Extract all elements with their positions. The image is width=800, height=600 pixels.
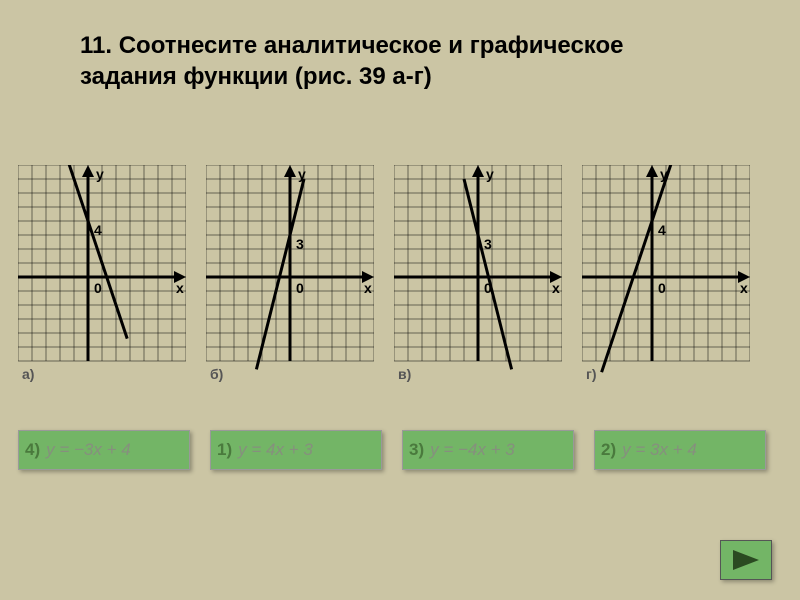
svg-text:y: y xyxy=(486,166,494,182)
answer-box[interactable]: 4) y = −3x + 4 xyxy=(18,430,190,470)
answer-formula: y = −3x + 4 xyxy=(46,440,131,460)
svg-text:б): б) xyxy=(210,366,223,382)
charts-row: y x 0 4 а) y x 0 3 б) y x 0 3 в) y x 0 4 г) xyxy=(18,165,750,383)
answer-number: 1) xyxy=(217,440,232,460)
answer-number: 2) xyxy=(601,440,616,460)
svg-text:3: 3 xyxy=(296,236,304,252)
answer-number: 4) xyxy=(25,440,40,460)
task-title: 11. Соотнесите аналитическое и графическ… xyxy=(80,30,720,92)
answer-box[interactable]: 3) y = −4x + 3 xyxy=(402,430,574,470)
next-button[interactable] xyxy=(720,540,772,580)
answer-box[interactable]: 2) y = 3x + 4 xyxy=(594,430,766,470)
svg-text:x: x xyxy=(552,280,560,296)
arrow-right-icon xyxy=(731,548,761,572)
svg-text:x: x xyxy=(364,280,372,296)
svg-text:0: 0 xyxy=(484,280,492,296)
answer-formula: y = 3x + 4 xyxy=(622,440,697,460)
answer-number: 3) xyxy=(409,440,424,460)
svg-text:y: y xyxy=(660,166,668,182)
svg-text:x: x xyxy=(740,280,748,296)
answer-box[interactable]: 1) y = 4x + 3 xyxy=(210,430,382,470)
chart-g: y x 0 4 г) xyxy=(582,165,750,383)
chart-a: y x 0 4 а) xyxy=(18,165,186,383)
svg-text:4: 4 xyxy=(658,222,666,238)
svg-text:0: 0 xyxy=(94,280,102,296)
svg-text:0: 0 xyxy=(296,280,304,296)
svg-text:г): г) xyxy=(586,366,597,382)
slide: 11. Соотнесите аналитическое и графическ… xyxy=(0,0,800,600)
svg-text:3: 3 xyxy=(484,236,492,252)
svg-text:x: x xyxy=(176,280,184,296)
answer-formula: y = 4x + 3 xyxy=(238,440,313,460)
svg-text:y: y xyxy=(96,166,104,182)
answer-formula: y = −4x + 3 xyxy=(430,440,515,460)
answers-row: 4) y = −3x + 4 1) y = 4x + 3 3) y = −4x + 3 2)… xyxy=(18,430,766,470)
chart-b: y x 0 3 б) xyxy=(206,165,374,383)
svg-text:а): а) xyxy=(22,366,34,382)
svg-text:0: 0 xyxy=(658,280,666,296)
svg-text:4: 4 xyxy=(94,222,102,238)
svg-text:y: y xyxy=(298,166,306,182)
chart-v: y x 0 3 в) xyxy=(394,165,562,383)
svg-text:в): в) xyxy=(398,366,411,382)
